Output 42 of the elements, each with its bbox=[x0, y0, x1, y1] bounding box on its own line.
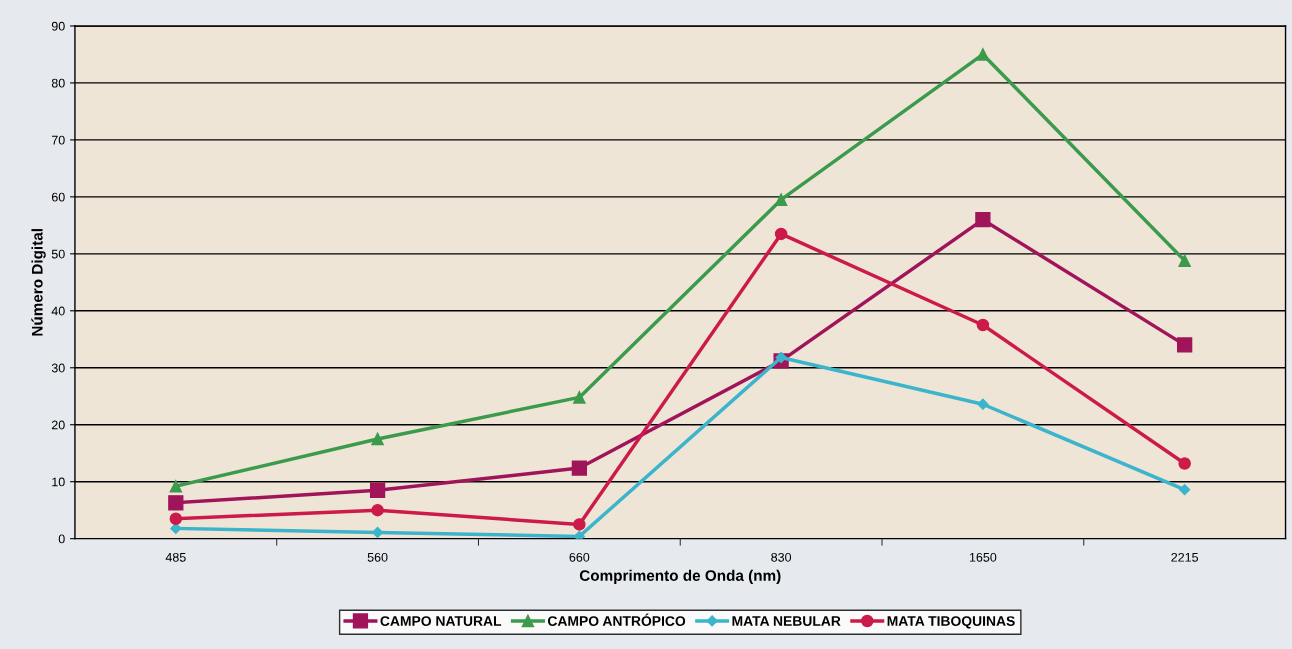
x-tick-label: 2215 bbox=[1171, 552, 1199, 562]
x-tick-label: 1650 bbox=[969, 552, 997, 562]
point bbox=[1178, 457, 1191, 470]
point bbox=[977, 398, 989, 410]
point bbox=[775, 351, 787, 364]
point bbox=[976, 48, 990, 61]
point bbox=[169, 512, 183, 525]
point bbox=[369, 482, 386, 498]
legend-label: MATA TIBOQUINAS bbox=[887, 616, 1015, 629]
point bbox=[168, 495, 184, 511]
x-tick-label: 830 bbox=[771, 552, 792, 562]
y-tick-label: 40 bbox=[51, 306, 65, 316]
point bbox=[573, 518, 586, 531]
y-tick-label: 20 bbox=[51, 420, 65, 430]
point bbox=[573, 391, 586, 404]
y-tick-label: 30 bbox=[51, 363, 65, 373]
legend-label: MATA NEBULAR bbox=[732, 616, 841, 626]
legend-label: CAMPO ANTRÓPICO bbox=[547, 613, 686, 626]
point bbox=[774, 193, 788, 206]
x-tick-label: 485 bbox=[165, 552, 186, 562]
point bbox=[1177, 337, 1193, 353]
point bbox=[774, 227, 788, 241]
point bbox=[976, 318, 990, 332]
y-axis-title: Número Digital bbox=[31, 229, 46, 336]
point bbox=[371, 503, 384, 517]
y-tick-label: 60 bbox=[51, 192, 65, 202]
point bbox=[571, 460, 587, 476]
point bbox=[1179, 484, 1191, 496]
x-tick-label: 660 bbox=[569, 552, 590, 562]
y-tick-label: 70 bbox=[51, 135, 65, 145]
legend-label: CAMPO NATURAL bbox=[380, 616, 502, 626]
x-axis-title: Comprimento de Onda (nm) bbox=[579, 569, 781, 585]
y-tick-label: 10 bbox=[52, 477, 65, 487]
point bbox=[975, 212, 991, 228]
y-tick-label: 50 bbox=[51, 249, 65, 259]
point bbox=[169, 480, 183, 493]
y-tick-label: 0 bbox=[58, 534, 65, 544]
point bbox=[371, 432, 384, 446]
y-tick-label: 80 bbox=[51, 78, 65, 88]
point bbox=[1178, 254, 1191, 267]
y-tick-label: 90 bbox=[51, 21, 65, 31]
x-tick-label: 560 bbox=[367, 552, 388, 562]
